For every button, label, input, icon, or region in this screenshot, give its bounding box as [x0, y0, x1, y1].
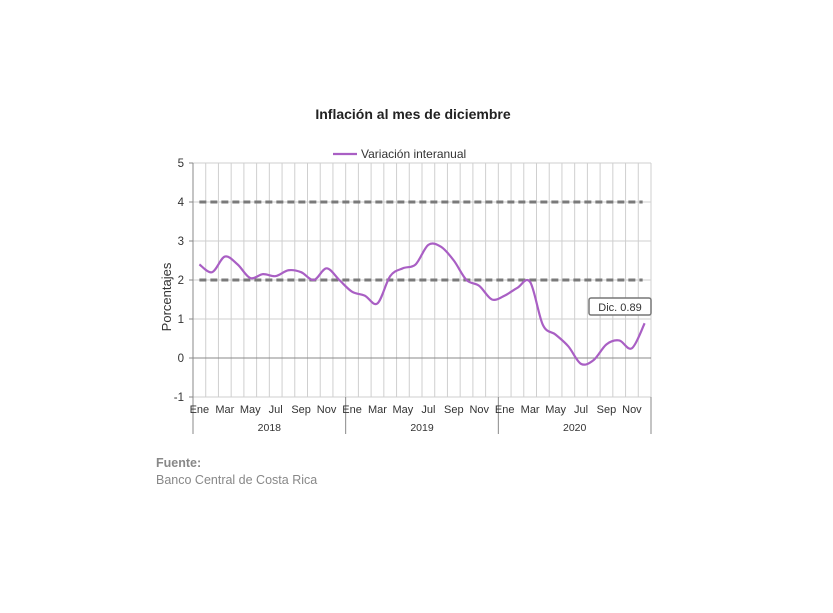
- y-tick-label: 3: [178, 236, 184, 248]
- source-text: Banco Central de Costa Rica: [156, 473, 318, 487]
- annotation-label: Dic. 0.89: [598, 302, 641, 314]
- y-tick-label: -1: [174, 392, 184, 404]
- x-tick-label: May: [545, 404, 566, 416]
- x-tick-label: May: [240, 404, 261, 416]
- x-tick-label: May: [393, 404, 414, 416]
- x-tick-label: Ene: [342, 404, 362, 416]
- x-tick-label: Nov: [469, 404, 489, 416]
- x-tick-label: Ene: [190, 404, 210, 416]
- legend: Variación interanual: [333, 147, 466, 161]
- y-tick-labels: -1 0 1 2 3 4 5: [174, 158, 185, 404]
- y-axis-label: Porcentajes: [159, 262, 174, 331]
- x-tick-label: Jul: [574, 404, 588, 416]
- x-tick-label: Nov: [317, 404, 337, 416]
- x-tick-label: Sep: [291, 404, 311, 416]
- annotation-box: [588, 297, 652, 316]
- legend-label: Variación interanual: [361, 147, 466, 161]
- x-tick-label: Sep: [597, 404, 617, 416]
- x-year-label: 2019: [410, 422, 434, 434]
- y-tick-label: 0: [178, 353, 184, 365]
- x-year-label: 2020: [563, 422, 587, 434]
- y-tick-label: 5: [178, 158, 184, 170]
- x-year-label: 2018: [258, 422, 282, 434]
- x-tick-label: Mar: [521, 404, 540, 416]
- x-tick-label: Sep: [444, 404, 464, 416]
- x-tick-label: Nov: [622, 404, 642, 416]
- annotation: Dic. 0.89: [588, 297, 652, 316]
- source-block: Fuente: Banco Central de Costa Rica: [156, 456, 317, 487]
- source-label: Fuente:: [156, 456, 202, 470]
- series-line: [198, 242, 646, 366]
- series-lines: [198, 242, 646, 366]
- reference-lines: [199, 200, 643, 282]
- chart-title: Inflación al mes de diciembre: [315, 106, 511, 122]
- x-tick-labels: Ene Mar May Jul Sep Nov Ene Mar May Jul Sep Nov Ene M…: [190, 404, 643, 434]
- x-tick-label: Jul: [269, 404, 283, 416]
- x-tick-label: Ene: [495, 404, 515, 416]
- y-tick-label: 2: [178, 275, 184, 287]
- y-tick-label: 4: [178, 197, 185, 209]
- x-tick-label: Jul: [421, 404, 435, 416]
- x-tick-label: Mar: [368, 404, 387, 416]
- y-tick-label: 1: [178, 314, 184, 326]
- x-tick-label: Mar: [215, 404, 234, 416]
